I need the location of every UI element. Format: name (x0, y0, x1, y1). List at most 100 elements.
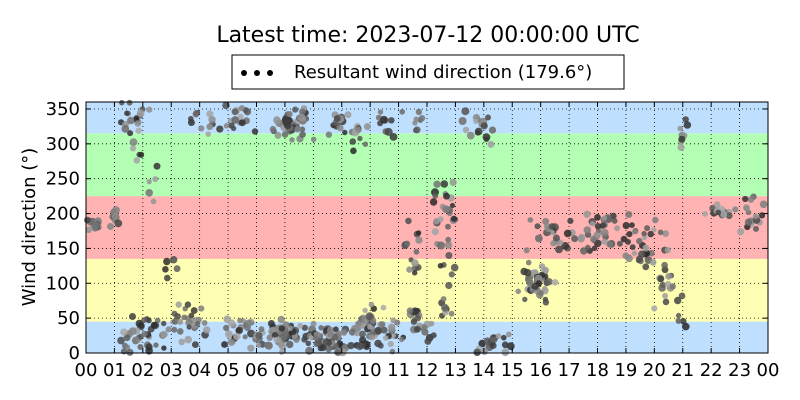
data-point (136, 109, 145, 117)
data-point (163, 257, 171, 266)
y-tick-label: 300 (46, 134, 80, 155)
data-point (399, 109, 406, 115)
data-point (137, 344, 144, 350)
data-point (629, 222, 635, 228)
data-point (536, 291, 544, 299)
data-point (414, 315, 422, 322)
data-point (146, 106, 153, 113)
data-point (223, 123, 230, 129)
data-point (114, 219, 123, 228)
data-point (404, 240, 411, 247)
data-point (611, 218, 618, 224)
data-point (501, 348, 510, 357)
data-point (170, 256, 178, 264)
data-point (120, 328, 128, 336)
data-point (433, 180, 441, 188)
data-point (350, 147, 357, 155)
data-point (365, 312, 374, 320)
data-point (600, 228, 609, 237)
x-tick-label: 01 (103, 360, 126, 381)
x-tick-label: 20 (643, 360, 666, 381)
data-point (292, 106, 299, 113)
data-point (337, 124, 344, 132)
data-point (152, 176, 159, 183)
data-point (231, 116, 239, 124)
data-point (222, 101, 230, 110)
data-point (441, 303, 449, 312)
data-point (266, 334, 273, 341)
data-point (424, 337, 432, 345)
data-point (377, 342, 384, 349)
data-point (675, 312, 682, 319)
data-point (445, 223, 451, 230)
data-point (171, 326, 178, 333)
data-point (742, 195, 749, 203)
data-point (552, 234, 560, 242)
data-points (84, 99, 768, 357)
data-point (442, 205, 450, 214)
data-point (415, 108, 423, 116)
data-point (444, 241, 453, 249)
data-point (657, 275, 665, 283)
data-point (256, 342, 262, 348)
data-point (264, 341, 272, 349)
data-point (165, 326, 172, 333)
data-point (412, 270, 418, 276)
data-point (466, 131, 475, 140)
data-point (91, 221, 100, 230)
data-point (201, 320, 208, 326)
data-point (164, 274, 171, 282)
data-point (380, 304, 387, 311)
data-point (583, 226, 592, 234)
data-point (542, 299, 550, 306)
data-point (743, 204, 750, 212)
data-point (299, 108, 306, 116)
data-point (541, 266, 549, 274)
x-tick-label: 16 (529, 360, 552, 381)
data-point (85, 226, 93, 234)
data-point (662, 298, 670, 306)
data-point (363, 123, 371, 131)
data-point (277, 315, 285, 324)
data-point (601, 238, 608, 245)
data-point (243, 108, 252, 116)
data-point (449, 178, 457, 186)
axis-ticks (85, 102, 769, 354)
data-point (223, 324, 229, 330)
y-tick-label: 100 (46, 273, 80, 294)
data-point (413, 126, 421, 134)
data-point (411, 307, 419, 316)
data-point (450, 263, 459, 272)
data-point (583, 210, 591, 218)
data-point (203, 326, 211, 334)
data-point (759, 200, 768, 209)
x-tick-label: 00 (757, 360, 780, 381)
data-point (251, 128, 259, 135)
data-point (184, 335, 192, 344)
legend-box (231, 54, 625, 90)
data-point (473, 118, 479, 125)
x-tick-label: 02 (131, 360, 154, 381)
data-point (135, 127, 142, 134)
x-tick-label: 23 (728, 360, 751, 381)
x-tick-labels: 00 01 02 03 04 05 06 07 08 09 10 11 12 13 14 15 16 17 18 19… (75, 360, 780, 381)
data-point (308, 335, 314, 341)
data-point (344, 111, 352, 119)
data-point (313, 335, 319, 341)
data-point (461, 107, 470, 116)
data-point (374, 326, 383, 335)
data-point (725, 212, 733, 220)
data-point (267, 320, 275, 327)
data-point (279, 349, 285, 355)
x-tick-label: 19 (614, 360, 637, 381)
data-point (659, 281, 666, 288)
data-point (198, 305, 205, 312)
data-point (430, 332, 437, 339)
data-point (223, 315, 231, 323)
data-point (649, 258, 657, 266)
data-point (625, 254, 633, 263)
data-point (186, 324, 192, 330)
data-point (388, 117, 395, 124)
data-point (443, 192, 450, 200)
data-point (429, 198, 438, 206)
